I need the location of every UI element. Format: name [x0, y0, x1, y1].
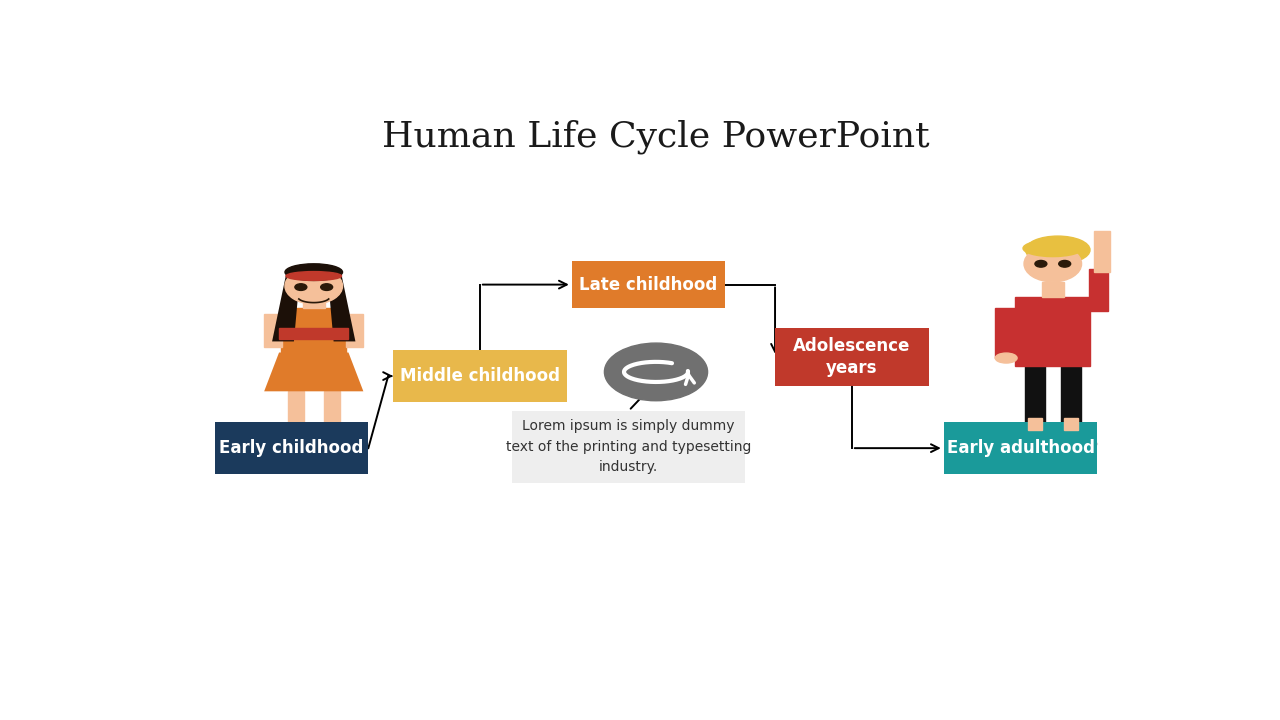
Text: Early adulthood: Early adulthood [947, 439, 1094, 457]
Text: Human Life Cycle PowerPoint: Human Life Cycle PowerPoint [383, 119, 929, 153]
Ellipse shape [1019, 431, 1051, 440]
Bar [1061, 366, 1080, 433]
Bar [288, 391, 303, 428]
Text: Early childhood: Early childhood [219, 439, 364, 457]
Bar [996, 308, 1018, 358]
FancyBboxPatch shape [215, 422, 369, 474]
Circle shape [321, 284, 333, 290]
Circle shape [1059, 261, 1070, 267]
FancyBboxPatch shape [943, 422, 1097, 474]
Circle shape [1036, 261, 1047, 267]
Ellipse shape [285, 271, 342, 280]
Ellipse shape [282, 423, 311, 431]
Bar [346, 314, 364, 347]
Circle shape [294, 284, 307, 290]
Text: Lorem ipsum is simply dummy
text of the printing and typesetting
industry.: Lorem ipsum is simply dummy text of the … [506, 419, 751, 474]
Ellipse shape [1009, 439, 1097, 449]
Bar [282, 308, 347, 353]
Polygon shape [264, 353, 364, 391]
Bar [1064, 418, 1078, 430]
Bar [1088, 269, 1108, 311]
Ellipse shape [285, 264, 343, 280]
Bar [279, 328, 348, 338]
Text: Late childhood: Late childhood [580, 276, 718, 294]
FancyBboxPatch shape [512, 410, 745, 483]
Ellipse shape [996, 353, 1018, 363]
Bar [303, 294, 325, 308]
Bar [1042, 282, 1064, 297]
Bar [264, 314, 282, 347]
Bar [1025, 366, 1044, 433]
Ellipse shape [271, 431, 356, 441]
Ellipse shape [1024, 246, 1082, 282]
Polygon shape [273, 275, 298, 341]
Ellipse shape [285, 268, 343, 304]
Circle shape [604, 343, 708, 401]
Text: Middle childhood: Middle childhood [399, 367, 559, 385]
Ellipse shape [1055, 431, 1087, 440]
Text: Adolescence
years: Adolescence years [794, 336, 910, 377]
Bar [324, 391, 339, 428]
Ellipse shape [316, 423, 347, 431]
FancyBboxPatch shape [776, 328, 929, 386]
Ellipse shape [1023, 240, 1083, 256]
Ellipse shape [1025, 236, 1091, 264]
Bar [1015, 297, 1091, 366]
Bar [1028, 418, 1042, 430]
Bar [1094, 230, 1110, 272]
Polygon shape [330, 275, 356, 341]
FancyBboxPatch shape [572, 261, 726, 308]
FancyBboxPatch shape [393, 350, 567, 402]
